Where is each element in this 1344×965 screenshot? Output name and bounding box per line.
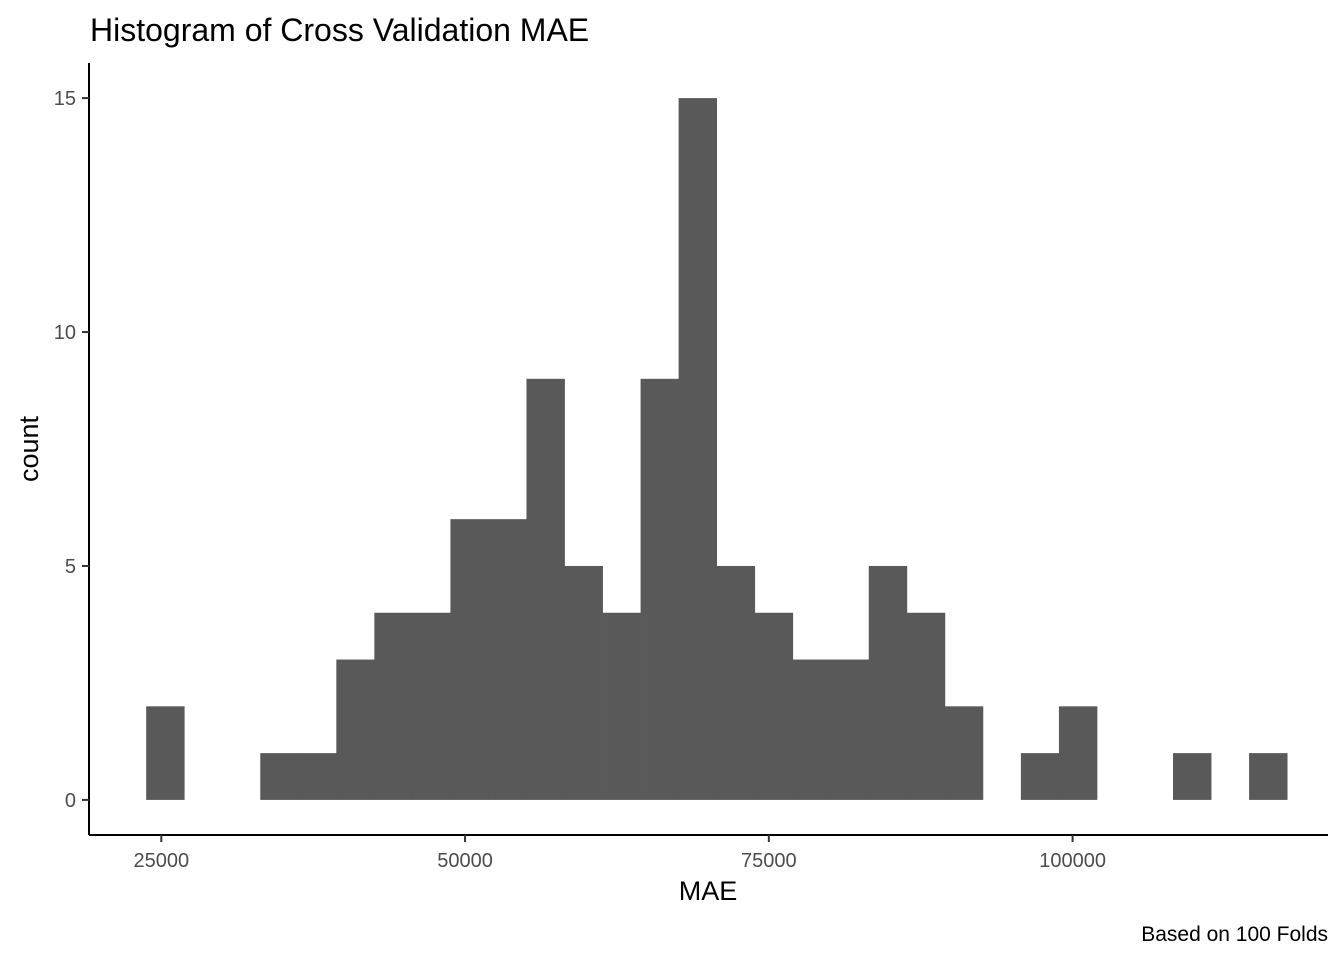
histogram-bar <box>754 612 794 800</box>
histogram-bar <box>450 519 489 800</box>
y-axis-ticks: 0 5 10 15 <box>54 88 89 812</box>
histogram-bar <box>146 706 185 800</box>
y-tick-label: 10 <box>54 322 76 344</box>
histogram-bar <box>716 565 756 800</box>
histogram-bar <box>1020 753 1060 800</box>
histogram-bar <box>1173 753 1212 800</box>
histogram-bar <box>1058 706 1098 800</box>
histogram-bar <box>412 612 451 800</box>
y-tick-label: 0 <box>65 790 76 812</box>
histogram-bar <box>868 565 908 800</box>
histogram-bar <box>640 378 680 800</box>
histogram-bars <box>146 98 1288 800</box>
histogram-bar <box>1249 753 1288 800</box>
x-tick-label: 75000 <box>741 850 797 872</box>
histogram-bar <box>298 753 337 800</box>
y-tick-label: 5 <box>65 556 76 578</box>
x-tick-label: 25000 <box>133 850 189 872</box>
x-axis-title: MAE <box>679 876 738 906</box>
x-tick-label: 50000 <box>437 850 493 872</box>
histogram-bar <box>792 659 832 800</box>
histogram-bar <box>830 659 870 800</box>
y-axis-title: count <box>14 415 44 482</box>
histogram-bar <box>336 659 375 800</box>
y-tick-label: 15 <box>54 88 76 110</box>
histogram-bar <box>944 706 984 800</box>
histogram-bar <box>906 612 946 800</box>
histogram-bar <box>488 519 527 800</box>
histogram-bar <box>374 612 413 800</box>
x-tick-label: 100000 <box>1039 850 1106 872</box>
chart-caption: Based on 100 Folds <box>1141 923 1328 946</box>
histogram-bar <box>602 612 641 800</box>
chart-title: Histogram of Cross Validation MAE <box>90 12 589 48</box>
x-axis-ticks: 25000 50000 75000 100000 <box>133 835 1106 872</box>
histogram-bar <box>678 98 718 800</box>
histogram-bar <box>564 565 603 800</box>
histogram-bar <box>526 378 565 800</box>
histogram-bar <box>260 753 299 800</box>
